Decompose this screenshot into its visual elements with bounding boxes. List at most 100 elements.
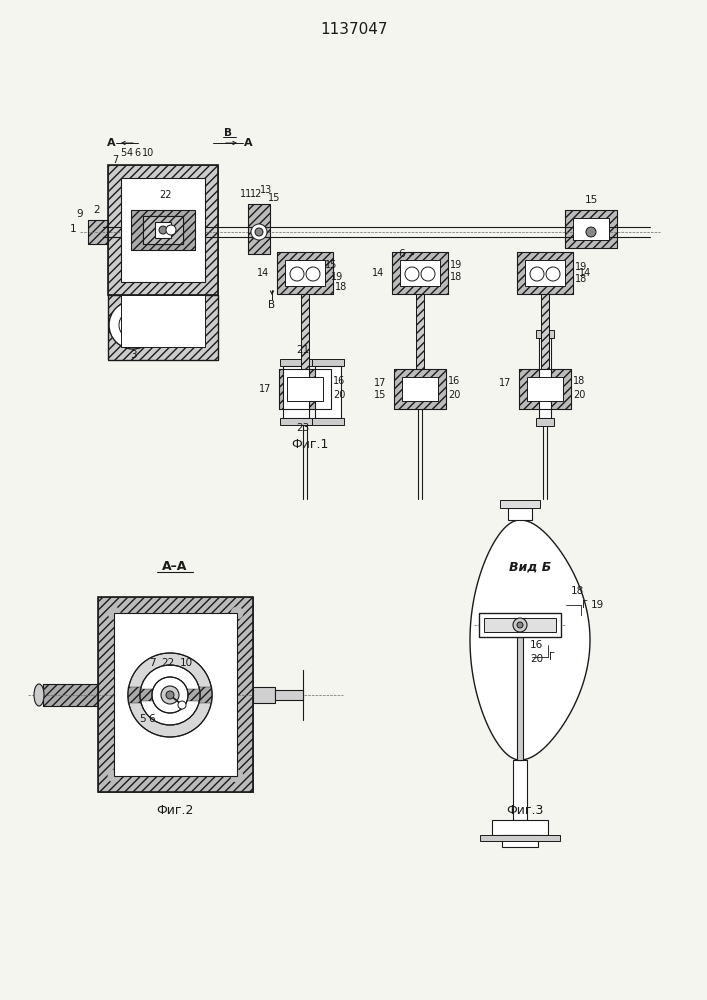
- Bar: [416, 294, 424, 369]
- Bar: [392, 252, 448, 294]
- Text: 22: 22: [160, 190, 173, 200]
- Text: 16: 16: [333, 376, 345, 386]
- Text: B: B: [224, 128, 232, 138]
- Bar: [480, 835, 560, 841]
- Bar: [541, 294, 549, 369]
- Bar: [394, 369, 446, 409]
- Bar: [519, 369, 571, 409]
- Bar: [312, 418, 344, 425]
- Bar: [108, 165, 218, 295]
- Bar: [277, 252, 333, 294]
- Bar: [565, 210, 617, 248]
- Bar: [279, 369, 331, 409]
- Text: 14: 14: [372, 268, 384, 278]
- Bar: [573, 218, 609, 240]
- Text: 16: 16: [448, 376, 460, 386]
- Bar: [128, 687, 212, 703]
- Bar: [301, 294, 309, 369]
- Text: 13: 13: [260, 185, 272, 195]
- Bar: [517, 252, 573, 294]
- Text: 4: 4: [127, 148, 133, 158]
- Text: 6: 6: [148, 714, 156, 724]
- Text: 16: 16: [530, 640, 543, 650]
- Bar: [125, 317, 141, 333]
- Text: 21: 21: [296, 345, 310, 355]
- Bar: [108, 295, 218, 360]
- Bar: [519, 369, 571, 409]
- Bar: [285, 260, 325, 286]
- Text: 19: 19: [575, 262, 588, 272]
- Circle shape: [513, 618, 527, 632]
- Text: 20: 20: [448, 390, 460, 400]
- Ellipse shape: [34, 684, 44, 706]
- Bar: [121, 295, 205, 347]
- Bar: [277, 252, 333, 294]
- Bar: [280, 418, 312, 425]
- Bar: [315, 366, 341, 418]
- Circle shape: [140, 665, 200, 725]
- Text: 15: 15: [585, 195, 597, 205]
- Circle shape: [178, 701, 186, 709]
- Circle shape: [166, 691, 174, 699]
- Bar: [565, 210, 617, 248]
- Bar: [275, 690, 303, 700]
- Text: A: A: [107, 138, 115, 148]
- Text: 23: 23: [296, 423, 310, 433]
- Bar: [108, 295, 218, 360]
- Circle shape: [517, 622, 523, 628]
- Bar: [140, 689, 200, 701]
- Text: 9: 9: [76, 209, 83, 219]
- Bar: [253, 687, 275, 703]
- Bar: [502, 835, 538, 847]
- Text: 17: 17: [498, 378, 511, 388]
- Circle shape: [546, 267, 560, 281]
- Circle shape: [161, 686, 179, 704]
- Text: Вид Б: Вид Б: [509, 560, 551, 574]
- Text: 18: 18: [450, 272, 462, 282]
- Circle shape: [166, 225, 176, 235]
- Bar: [500, 500, 540, 508]
- Circle shape: [109, 301, 157, 349]
- Circle shape: [152, 677, 188, 713]
- Text: 1: 1: [70, 224, 76, 234]
- Circle shape: [251, 224, 267, 240]
- Bar: [541, 294, 549, 369]
- Text: 14: 14: [257, 268, 269, 278]
- Text: A: A: [244, 138, 252, 148]
- Bar: [539, 338, 551, 418]
- Bar: [248, 204, 270, 254]
- Bar: [125, 317, 141, 333]
- Circle shape: [107, 770, 120, 782]
- Bar: [301, 294, 309, 369]
- Bar: [143, 216, 183, 244]
- Bar: [280, 359, 312, 366]
- Text: A–A: A–A: [163, 560, 187, 574]
- Bar: [492, 820, 548, 835]
- Polygon shape: [470, 520, 590, 760]
- Text: Г: Г: [582, 600, 588, 610]
- Circle shape: [530, 267, 544, 281]
- Text: 17: 17: [373, 378, 386, 388]
- Text: 15: 15: [373, 390, 386, 400]
- Bar: [248, 204, 270, 254]
- Circle shape: [405, 267, 419, 281]
- Text: Фиг.3: Фиг.3: [506, 804, 544, 816]
- Text: 12: 12: [250, 189, 262, 199]
- Text: 5: 5: [139, 714, 146, 724]
- Text: 7: 7: [112, 155, 118, 165]
- Bar: [402, 377, 438, 401]
- Bar: [536, 418, 554, 426]
- Text: 10: 10: [142, 148, 154, 158]
- Bar: [121, 178, 205, 282]
- Text: B: B: [269, 300, 276, 310]
- Bar: [513, 760, 527, 820]
- Bar: [400, 260, 440, 286]
- Bar: [394, 369, 446, 409]
- Bar: [43, 684, 98, 706]
- Bar: [283, 366, 309, 418]
- Text: Г: Г: [549, 652, 555, 662]
- Text: 20: 20: [573, 390, 585, 400]
- Bar: [536, 330, 554, 338]
- Text: 15: 15: [268, 193, 280, 203]
- Bar: [279, 369, 331, 409]
